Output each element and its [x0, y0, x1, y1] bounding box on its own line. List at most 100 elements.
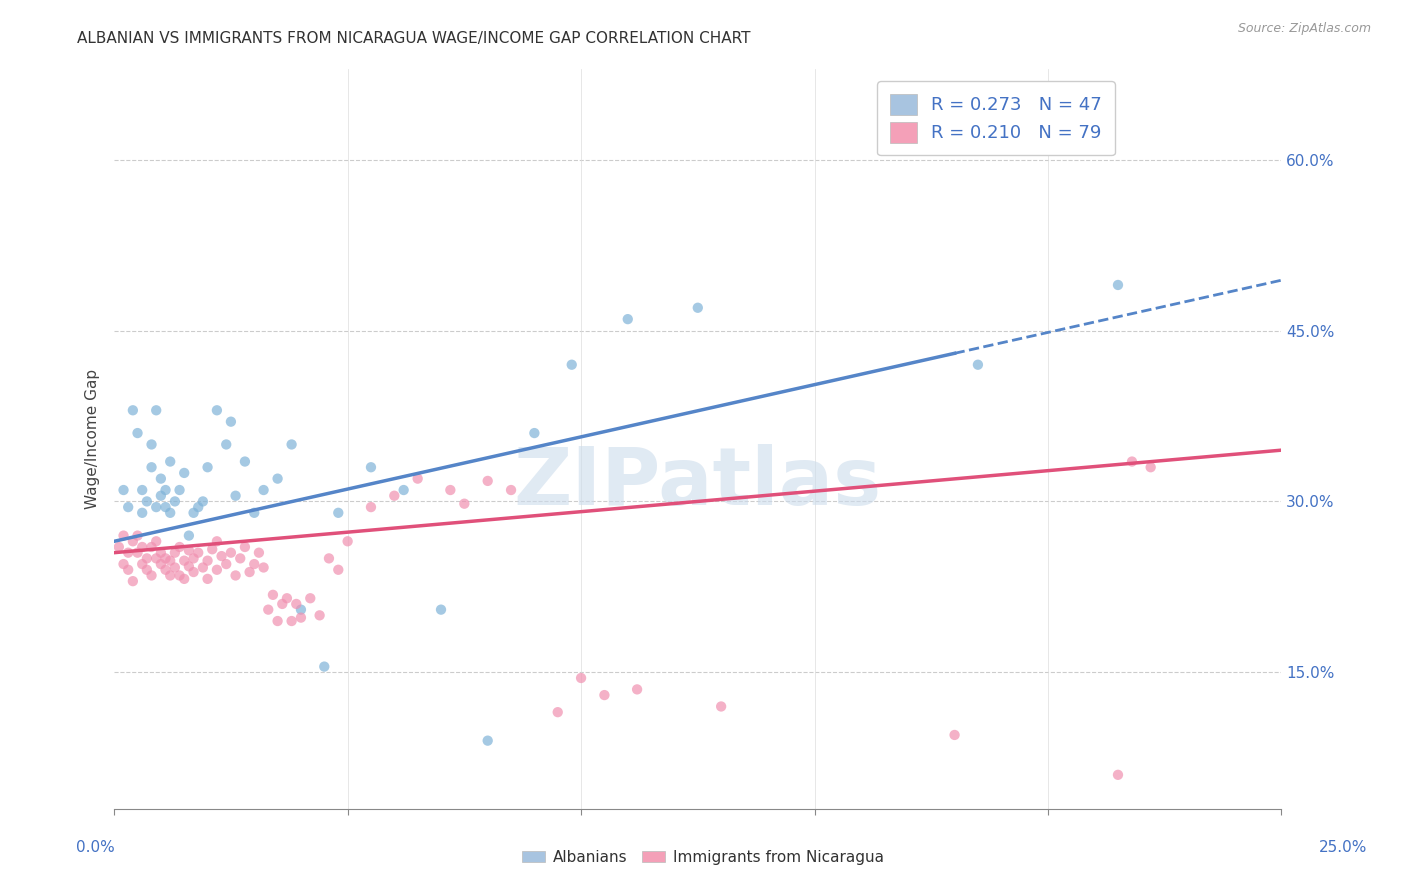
Point	[219, 415, 242, 429]
Point	[197, 460, 219, 475]
Point	[239, 565, 262, 579]
Legend: Albanians, Immigrants from Nicaragua: Albanians, Immigrants from Nicaragua	[516, 844, 890, 871]
Point	[117, 563, 139, 577]
Point	[523, 426, 546, 441]
Point	[229, 551, 252, 566]
Point	[262, 588, 284, 602]
Point	[215, 437, 238, 451]
Point	[187, 500, 209, 515]
Point	[233, 540, 256, 554]
Point	[169, 540, 191, 554]
Point	[112, 528, 135, 542]
Point	[290, 610, 312, 624]
Point	[163, 494, 186, 508]
Point	[197, 554, 219, 568]
Point	[159, 454, 181, 468]
Point	[177, 528, 200, 542]
Point	[1107, 768, 1129, 782]
Point	[360, 460, 382, 475]
Point	[145, 534, 167, 549]
Point	[225, 568, 247, 582]
Point	[187, 546, 209, 560]
Point	[243, 506, 266, 520]
Point	[135, 494, 157, 508]
Point	[121, 534, 143, 549]
Text: 25.0%: 25.0%	[1319, 840, 1367, 855]
Point	[430, 602, 453, 616]
Point	[149, 489, 172, 503]
Point	[710, 699, 733, 714]
Point	[252, 560, 274, 574]
Point	[121, 574, 143, 589]
Point	[477, 733, 499, 747]
Point	[943, 728, 966, 742]
Point	[201, 542, 224, 557]
Point	[569, 671, 592, 685]
Point	[145, 403, 167, 417]
Point	[1121, 454, 1143, 468]
Point	[215, 557, 238, 571]
Text: ZIPatlas: ZIPatlas	[513, 444, 882, 522]
Point	[205, 403, 228, 417]
Point	[477, 474, 499, 488]
Point	[360, 500, 382, 515]
Point	[392, 483, 415, 497]
Point	[299, 591, 322, 606]
Point	[108, 540, 131, 554]
Point	[225, 489, 247, 503]
Point	[149, 472, 172, 486]
Point	[135, 563, 157, 577]
Point	[117, 500, 139, 515]
Point	[149, 557, 172, 571]
Point	[211, 549, 233, 563]
Point	[159, 568, 181, 582]
Point	[308, 608, 330, 623]
Point	[135, 551, 157, 566]
Point	[131, 557, 153, 571]
Point	[247, 546, 270, 560]
Point	[169, 483, 191, 497]
Point	[626, 682, 648, 697]
Point	[328, 563, 350, 577]
Point	[177, 543, 200, 558]
Point	[205, 563, 228, 577]
Text: Source: ZipAtlas.com: Source: ZipAtlas.com	[1237, 22, 1371, 36]
Point	[233, 454, 256, 468]
Point	[173, 466, 195, 480]
Point	[173, 554, 195, 568]
Point	[121, 403, 143, 417]
Point	[593, 688, 616, 702]
Point	[547, 705, 569, 719]
Point	[336, 534, 359, 549]
Point	[686, 301, 709, 315]
Point	[141, 437, 163, 451]
Text: 0.0%: 0.0%	[76, 840, 115, 855]
Point	[131, 506, 153, 520]
Point	[276, 591, 298, 606]
Point	[127, 546, 149, 560]
Point	[280, 614, 302, 628]
Point	[149, 546, 172, 560]
Point	[145, 551, 167, 566]
Point	[141, 460, 163, 475]
Point	[314, 659, 336, 673]
Point	[561, 358, 583, 372]
Point	[131, 540, 153, 554]
Point	[406, 472, 429, 486]
Point	[453, 497, 475, 511]
Point	[219, 546, 242, 560]
Point	[163, 560, 186, 574]
Point	[183, 506, 205, 520]
Point	[183, 565, 205, 579]
Point	[1139, 460, 1161, 475]
Point	[439, 483, 461, 497]
Point	[191, 560, 214, 574]
Point	[266, 472, 288, 486]
Point	[1107, 277, 1129, 292]
Point	[205, 534, 228, 549]
Text: ALBANIAN VS IMMIGRANTS FROM NICARAGUA WAGE/INCOME GAP CORRELATION CHART: ALBANIAN VS IMMIGRANTS FROM NICARAGUA WA…	[77, 31, 751, 46]
Y-axis label: Wage/Income Gap: Wage/Income Gap	[86, 368, 100, 508]
Point	[169, 568, 191, 582]
Point	[159, 554, 181, 568]
Point	[285, 597, 308, 611]
